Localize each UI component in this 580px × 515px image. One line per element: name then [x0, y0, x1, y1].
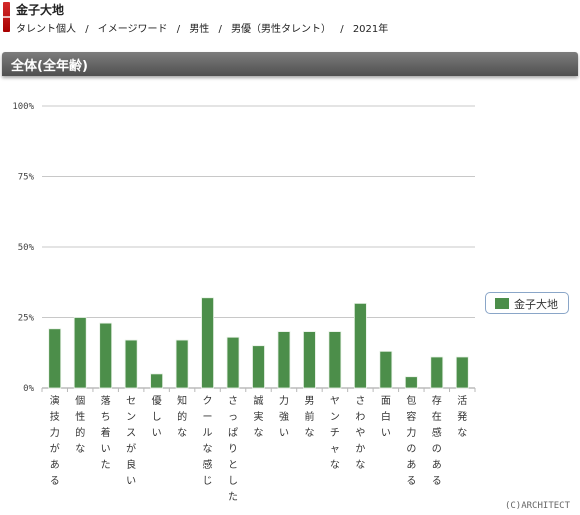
breadcrumb-separator: /: [85, 24, 89, 35]
breadcrumb-item: 2021年: [352, 24, 389, 35]
bar: [404, 376, 418, 389]
copyright: (C)ARCHITECT: [504, 501, 570, 511]
x-tick-label: さっぱりとした: [228, 395, 238, 503]
y-tick-label: 50%: [18, 243, 35, 253]
talent-name: 金子大地: [16, 3, 65, 17]
section-title: 全体(全年齢): [11, 59, 88, 74]
x-tick-label: さわやかな: [355, 395, 365, 471]
bar: [48, 328, 62, 389]
x-tick-label: 知的な: [177, 394, 187, 439]
bar: [379, 350, 393, 389]
bar: [175, 339, 189, 389]
bar: [201, 297, 214, 389]
bar: [73, 317, 87, 389]
bar: [455, 356, 469, 389]
x-tick-label: 優しい: [152, 394, 162, 439]
breadcrumb-separator: /: [218, 24, 222, 35]
x-tick-label: 個性的な: [75, 394, 85, 455]
y-tick-label: 100%: [12, 102, 34, 112]
bar: [430, 356, 444, 389]
header: 金子大地 タレント個人 / イメージワード / 男性 / 男優（男性タレント） …: [0, 0, 580, 40]
x-tick-label: 活発な: [457, 395, 467, 439]
x-tick-label: センスが良い: [126, 395, 136, 487]
x-tick-label: 男前な: [304, 395, 314, 439]
bar: [303, 331, 316, 389]
bar: [252, 345, 265, 389]
y-tick-label: 25%: [18, 314, 35, 324]
x-tick-label: 落ち着いた: [101, 395, 111, 471]
bar: [150, 373, 164, 389]
x-tick-label: 包容力のある: [406, 394, 416, 487]
legend-label: 金子大地: [514, 298, 558, 311]
x-tick-label: クールな感じ: [203, 395, 213, 487]
breadcrumb-item[interactable]: 男性: [189, 24, 210, 35]
legend: 金子大地: [485, 292, 569, 314]
x-tick-label: 力強い: [279, 394, 289, 439]
bar: [328, 331, 342, 389]
breadcrumb-separator: /: [340, 24, 344, 35]
x-tick-label: 存在感のある: [432, 394, 442, 487]
x-tick-label: 面白い: [381, 396, 391, 439]
bar: [353, 302, 367, 389]
x-tick-label: ヤンチャな: [330, 396, 340, 471]
legend-swatch: [495, 298, 509, 309]
section-header: 全体(全年齢): [2, 52, 578, 76]
bar: [124, 339, 138, 389]
x-tick-label: 誠実な: [254, 394, 264, 439]
bar: [99, 322, 113, 389]
breadcrumb-item[interactable]: タレント個人: [16, 24, 76, 35]
breadcrumb-separator: /: [176, 24, 181, 35]
breadcrumb-item[interactable]: イメージワード: [97, 24, 168, 35]
accent-bar: [3, 2, 10, 32]
y-tick-label: 75%: [18, 173, 35, 183]
y-tick-label: 0%: [23, 384, 34, 394]
breadcrumb: タレント個人 / イメージワード / 男性 / 男優（男性タレント） / 202…: [16, 20, 394, 35]
breadcrumb-item[interactable]: 男優（男性タレント）: [231, 24, 332, 35]
bar: [277, 331, 291, 389]
bar: [226, 336, 240, 389]
x-tick-label: 演技力がある: [50, 394, 60, 487]
